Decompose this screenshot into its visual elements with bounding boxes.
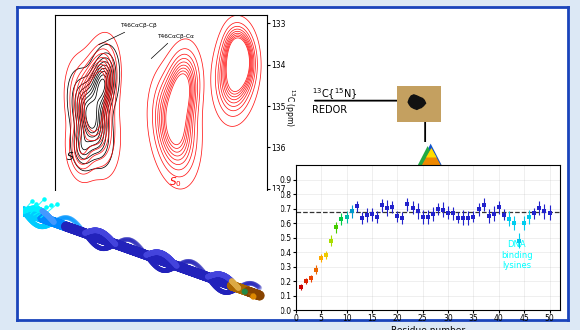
Point [47,202,56,207]
Point [27,199,37,204]
Text: T46CαCβ-Cβ: T46CαCβ-Cβ [99,23,157,45]
Point [42,205,51,210]
Polygon shape [426,148,437,157]
X-axis label: Residue number: Residue number [391,326,465,330]
Y-axis label: Order parameter, S: Order parameter, S [268,197,277,279]
Point [240,289,249,294]
Text: T46CαCβ-Cα: T46CαCβ-Cα [151,34,194,58]
Y-axis label: $^{13}$C (ppm): $^{13}$C (ppm) [282,88,296,128]
Text: S$_0$: S$_0$ [169,175,182,188]
Text: S: S [67,152,74,162]
Text: $^{13}$C{$^{15}$N}
REDOR: $^{13}$C{$^{15}$N} REDOR [312,86,358,115]
Polygon shape [408,95,426,110]
Polygon shape [414,146,441,173]
Polygon shape [418,148,445,173]
Text: DNA
binding
lysines: DNA binding lysines [501,240,532,270]
Point [249,294,258,299]
Point [39,196,49,202]
Polygon shape [415,144,445,173]
Point [52,202,61,207]
Point [32,201,41,206]
X-axis label: $^{13}$C (ppm): $^{13}$C (ppm) [142,216,180,230]
